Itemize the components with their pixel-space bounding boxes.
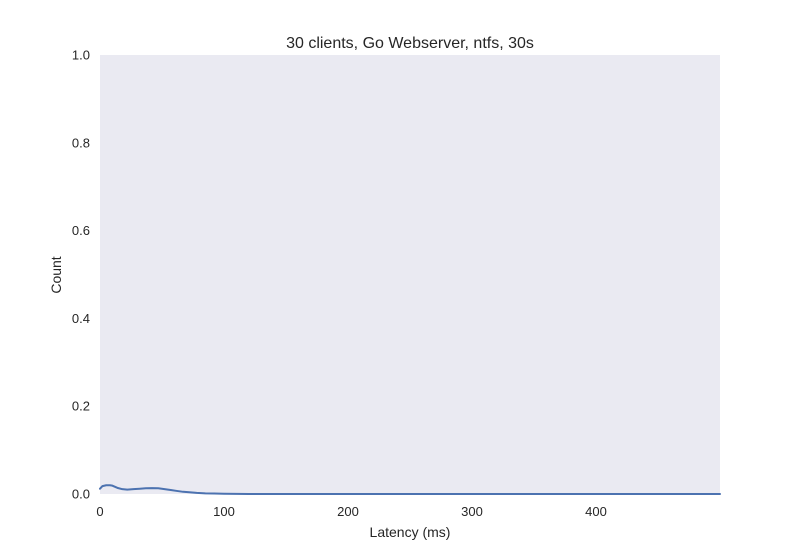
x-tick-label: 300 (461, 504, 483, 519)
y-tick-label: 0.2 (72, 399, 90, 414)
y-tick-label: 0.6 (72, 223, 90, 238)
plot-area (100, 55, 720, 494)
series-layer (99, 484, 721, 495)
x-tick-label: 0 (96, 504, 103, 519)
x-tick-label: 100 (213, 504, 235, 519)
y-tick-label: 1.0 (72, 48, 90, 63)
x-axis-label: Latency (ms) (370, 524, 451, 540)
x-tick-label: 200 (337, 504, 359, 519)
y-tick-label: 0.8 (72, 135, 90, 150)
y-tick-label: 0.0 (72, 487, 90, 502)
x-axis-ticks: 0 100 200 300 400 (96, 504, 606, 519)
series-line (99, 484, 721, 495)
y-axis-ticks: 0.0 0.2 0.4 0.6 0.8 1.0 (72, 48, 90, 502)
y-tick-label: 0.4 (72, 311, 90, 326)
x-tick-label: 400 (585, 504, 607, 519)
chart-title: 30 clients, Go Webserver, ntfs, 30s (286, 35, 534, 52)
y-axis-label: Count (48, 256, 64, 293)
